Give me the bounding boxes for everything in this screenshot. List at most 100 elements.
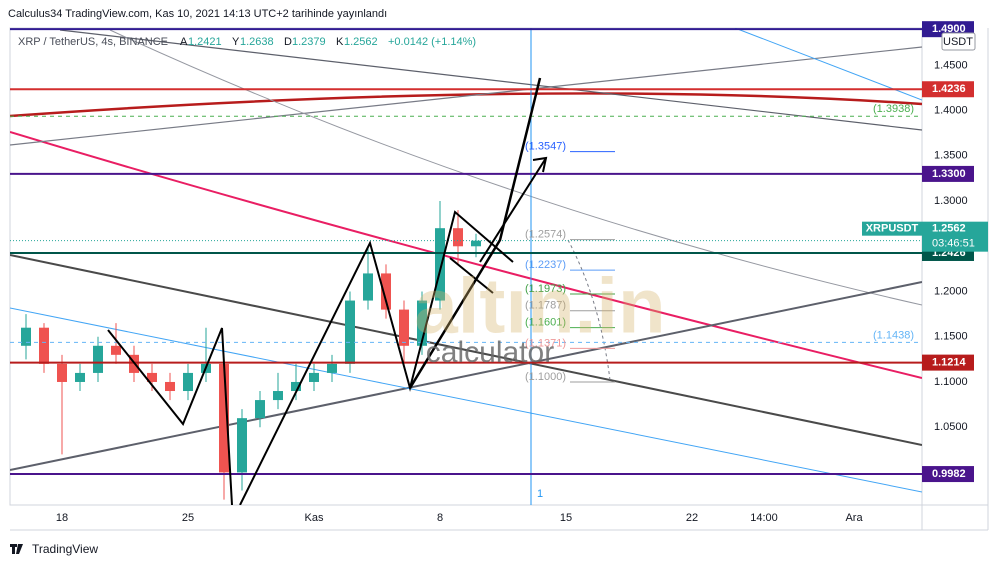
y-tick-label: 1.4500 <box>934 59 968 71</box>
price-label: 1.3300 <box>932 168 966 180</box>
countdown: 03:46:51 <box>932 238 975 250</box>
trend-line <box>734 28 922 101</box>
candle-body <box>183 372 193 392</box>
ohlc-legend: A 1.2421 Y 1.2638 D 1.2379 K 1.2562 +0.0142 (+1.… <box>180 36 476 48</box>
candle-body <box>255 400 265 419</box>
candles <box>21 201 481 500</box>
candle-body <box>453 228 463 247</box>
trend-curve <box>10 92 922 118</box>
pattern-drawings <box>107 77 548 505</box>
candle-body <box>237 418 247 473</box>
legend-value: 1.2562 <box>344 36 378 48</box>
legend-value: 1.2379 <box>292 36 326 48</box>
trend-line <box>10 254 922 446</box>
fib-label: (1.1601) <box>525 317 566 329</box>
currency-box <box>941 32 976 51</box>
candle-body <box>435 228 445 301</box>
y-tick-label: 1.4000 <box>934 104 968 116</box>
last-price-name-box <box>862 221 922 236</box>
x-tick-label: 8 <box>437 512 443 524</box>
brand: TradingView <box>32 542 98 556</box>
candle-body <box>273 391 283 401</box>
fib-label: (1.1973) <box>525 283 566 295</box>
candle-body <box>417 300 427 346</box>
candle-body <box>399 309 409 346</box>
candle-body <box>309 372 319 382</box>
y-axis: 1.4500 1.4000 1.3500 1.3000 1.2000 1.1500 1.10… <box>56 59 968 524</box>
fib-label: (1.1371) <box>525 337 566 349</box>
pattern-line <box>449 257 494 294</box>
candle-body <box>327 363 337 373</box>
levels: (1.3938) (1.1438) (1.3547) (1.2574) (1.2237)… <box>10 21 988 483</box>
legend-key: A <box>180 36 188 48</box>
x-tick-label: 14:00 <box>750 512 778 524</box>
candle-body <box>471 240 481 247</box>
trend-line <box>10 281 922 471</box>
candle-body <box>93 345 103 373</box>
currency: USDT <box>943 36 973 48</box>
dashed-level-label: (1.1438) <box>873 329 914 341</box>
candle-body <box>363 273 373 301</box>
legend-value: 1.2421 <box>188 36 222 48</box>
y-tick-label: 1.3500 <box>934 150 968 162</box>
x-tick-label: Ara <box>845 512 863 524</box>
candle-body <box>57 363 67 382</box>
y-tick-label: 1.1500 <box>934 331 968 343</box>
price-label: 1.1214 <box>932 357 967 369</box>
watermark: altın.in <box>414 262 665 350</box>
last-price-box <box>922 221 988 252</box>
candle-body <box>381 273 391 310</box>
candle-body <box>75 372 85 382</box>
candle-body <box>39 327 49 364</box>
price-label-box <box>922 466 974 483</box>
legend-key: Y <box>232 36 240 48</box>
candle-body <box>21 327 31 346</box>
last-price-value: 1.2562 <box>932 223 966 235</box>
candle-body <box>147 372 157 382</box>
price-label: 0.9982 <box>932 468 966 480</box>
trend-line <box>10 46 922 146</box>
arrow-path <box>408 77 542 389</box>
price-label: 1.4236 <box>932 83 966 95</box>
y-tick-label: 1.2000 <box>934 285 968 297</box>
watermark: calculator <box>426 336 554 369</box>
fib-label: (1.3547) <box>525 140 566 152</box>
dashed-level-label: (1.3938) <box>873 103 914 115</box>
arrow-head <box>532 156 548 173</box>
footer: TradingView <box>10 542 98 556</box>
candle-body <box>345 300 355 364</box>
publish-title: Calculus34 TradingView.com, Kas 10, 2021… <box>8 8 387 20</box>
price-label: 1.4900 <box>932 23 966 35</box>
fib-label: (1.2237) <box>525 259 566 271</box>
fib-label: (1.1000) <box>525 371 566 383</box>
candle-body <box>111 345 121 355</box>
candle-body <box>291 381 301 392</box>
vertical-line-label: 1 <box>537 488 543 500</box>
legend-key: K <box>336 36 344 48</box>
arrow <box>479 157 547 263</box>
fib-label: (1.2574) <box>525 228 566 240</box>
y-tick-label: 1.1000 <box>934 376 968 388</box>
x-tick-label: 18 <box>56 512 68 524</box>
candle-body <box>165 381 175 392</box>
price-label-box <box>922 81 974 98</box>
trend-curve <box>109 29 922 306</box>
candle-body <box>219 363 229 473</box>
y-tick-label: 1.0500 <box>934 421 968 433</box>
last-price-name: XRPUSDT <box>866 223 919 235</box>
logo <box>10 544 23 554</box>
legend-key: D <box>284 36 292 48</box>
fib-label: (1.1787) <box>525 300 566 312</box>
trend-line <box>10 307 922 493</box>
x-tick-label: 22 <box>686 512 698 524</box>
price-label-box <box>922 354 974 371</box>
price-label-box <box>922 165 974 182</box>
legend-value: 1.2638 <box>240 36 274 48</box>
legend-change: +0.0142 (+1.14%) <box>388 36 476 48</box>
symbol: XRP / TetherUS, 4s, BINANCE <box>18 36 168 48</box>
x-tick-label: 25 <box>182 512 194 524</box>
trend-line <box>59 29 922 131</box>
zigzag <box>107 327 233 505</box>
